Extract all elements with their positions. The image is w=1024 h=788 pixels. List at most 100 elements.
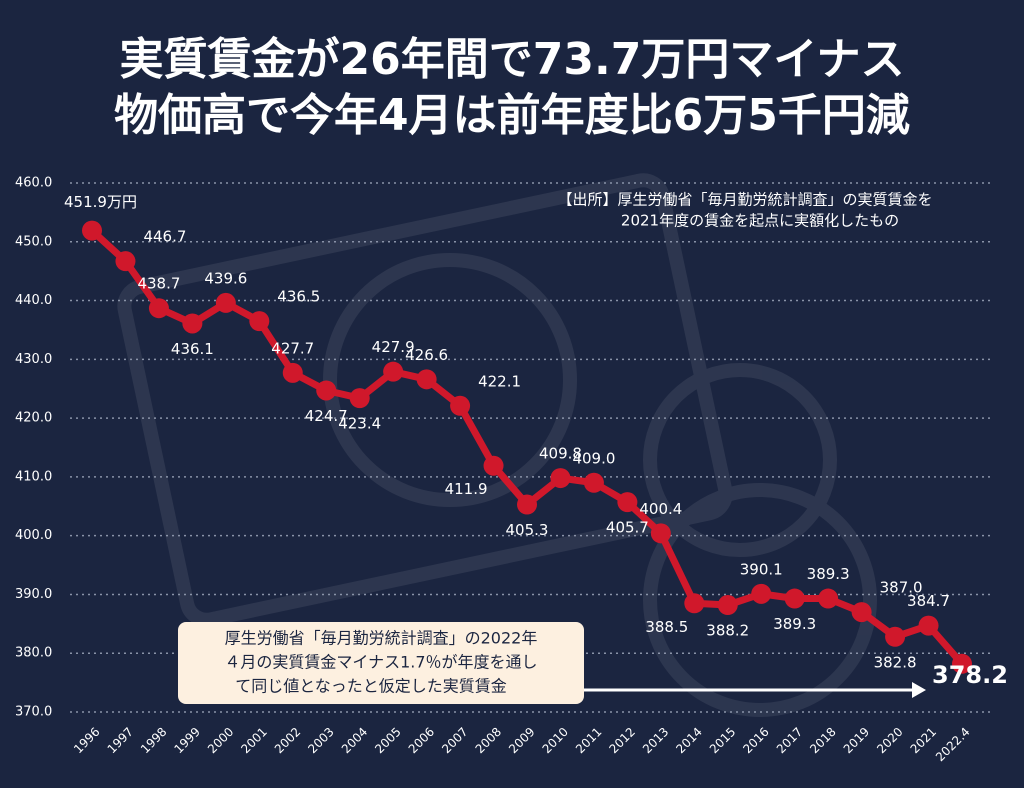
annotation-box: [178, 622, 584, 704]
point: [215, 292, 236, 313]
point: [550, 468, 571, 489]
x-tick-label: 2015: [707, 725, 738, 756]
y-tick-label: 440.0: [15, 293, 52, 308]
point: [952, 653, 972, 674]
y-tick-label: 460.0: [15, 176, 52, 191]
point: [349, 388, 370, 409]
value-label: 427.9: [372, 338, 415, 356]
value-label: 427.7: [271, 339, 314, 357]
point: [249, 311, 270, 332]
value-label: 382.8: [874, 653, 917, 671]
x-tick-label: 2007: [439, 725, 470, 756]
point: [115, 251, 136, 272]
y-tick-label: 420.0: [15, 411, 52, 426]
x-tick-label: 2003: [305, 725, 336, 756]
value-label: 409.8: [539, 445, 582, 463]
value-label: 436.1: [171, 340, 214, 358]
point: [316, 380, 337, 401]
value-label: 422.1: [478, 372, 521, 390]
chart-title: 実質賃金が26年間で73.7万円マイナス: [120, 34, 905, 85]
point: [416, 369, 437, 390]
x-tick-label: 2009: [506, 725, 537, 756]
point: [851, 602, 872, 623]
value-label: 424.7: [305, 407, 348, 425]
chart-title: 物価高で今年4月は前年度比6万5千円減: [114, 90, 910, 141]
x-tick-label: 2016: [740, 725, 771, 756]
x-tick-label: 2017: [774, 725, 805, 756]
value-label: 378.2: [932, 661, 1008, 689]
point: [918, 615, 939, 636]
x-tick-label: 2014: [673, 725, 704, 756]
value-label: 405.3: [506, 521, 549, 539]
value-label: 446.7: [143, 228, 186, 246]
y-tick-label: 410.0: [15, 469, 52, 484]
x-tick-label: 2006: [406, 725, 437, 756]
point: [717, 595, 738, 616]
y-tick-label: 430.0: [15, 352, 52, 367]
value-label: 387.0: [880, 579, 923, 597]
point: [182, 313, 203, 334]
point: [751, 583, 772, 604]
value-label: 400.4: [639, 500, 682, 518]
value-label: 426.6: [405, 346, 448, 364]
point: [517, 494, 537, 515]
x-tick-label: 1996: [71, 725, 102, 756]
y-tick-label: 450.0: [15, 234, 52, 249]
y-tick-label: 400.0: [15, 528, 52, 543]
value-label: 405.7: [606, 519, 649, 537]
x-tick-label: 2020: [874, 725, 905, 756]
point: [818, 588, 839, 609]
point: [450, 395, 471, 416]
x-tick-label: 2021: [908, 725, 939, 756]
x-tick-label: 2011: [573, 725, 604, 756]
value-label: 423.4: [338, 415, 381, 433]
point: [617, 492, 638, 513]
value-label: 384.7: [907, 592, 950, 610]
x-tick-label: 1998: [138, 725, 169, 756]
point: [282, 362, 303, 383]
point: [885, 626, 906, 647]
value-label: 451.9万円: [64, 193, 137, 211]
source-note: 【出所】厚生労働省「毎月勤労統計調査」の実質賃金を: [557, 191, 932, 209]
background-art: [117, 173, 877, 717]
x-tick-label: 2019: [841, 725, 872, 756]
point: [82, 220, 102, 241]
x-tick-label: 2000: [205, 725, 236, 756]
y-tick-label: 390.0: [15, 587, 52, 602]
y-tick-label: 380.0: [15, 646, 52, 661]
x-tick-label: 2001: [238, 725, 269, 756]
source-note: 2021年度の賃金を起点に実額化したもの: [621, 212, 899, 230]
point: [583, 472, 604, 493]
x-tick-label: 2012: [606, 725, 637, 756]
point: [483, 455, 504, 476]
annotation: て同じ値となったと仮定した実質賃金: [235, 677, 507, 696]
point: [148, 298, 169, 319]
x-tick-label: 2005: [372, 725, 403, 756]
value-label: 436.5: [277, 288, 320, 306]
x-tick-label: 2008: [473, 725, 504, 756]
x-tick-label: 2022.4: [933, 725, 973, 765]
annotation: 厚生労働省「毎月勤労統計調査」の2022年: [225, 629, 538, 648]
value-label: 389.3: [773, 615, 816, 633]
value-label: 388.5: [645, 618, 688, 636]
value-label: 389.3: [807, 565, 850, 583]
value-label: 439.6: [204, 269, 247, 287]
arrow-head: [912, 682, 926, 698]
point: [650, 523, 671, 544]
value-label: 411.9: [445, 480, 488, 498]
point: [684, 593, 705, 614]
point: [383, 361, 404, 382]
x-tick-label: 1997: [105, 725, 136, 756]
value-label: 390.1: [740, 560, 783, 578]
annotation: ４月の実質賃金マイナス1.7％が年度を通し: [224, 653, 537, 672]
value-label: 438.7: [137, 275, 180, 293]
x-tick-label: 2013: [640, 725, 671, 756]
x-tick-label: 1999: [171, 725, 202, 756]
point: [784, 588, 805, 609]
y-tick-label: 370.0: [15, 705, 52, 720]
x-tick-label: 2010: [540, 725, 571, 756]
x-tick-label: 2018: [807, 725, 838, 756]
x-tick-label: 2004: [339, 725, 370, 756]
value-label: 409.0: [572, 449, 615, 467]
